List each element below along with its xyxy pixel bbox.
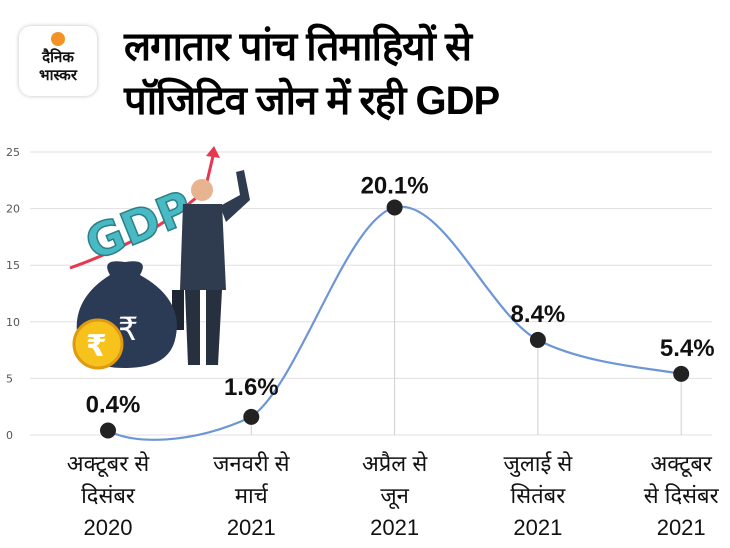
x-tick-label-line: अप्रैल से <box>361 451 428 476</box>
x-tick-label-line: 2021 <box>226 515 276 540</box>
x-tick-label: अक्टूबर से दिसंबर 2020 <box>38 448 178 544</box>
x-tick-label-line: मार्च <box>234 483 268 508</box>
x-tick-label-line: सितंबर <box>510 483 566 508</box>
x-tick-label-line: अक्टूबर से <box>66 451 150 476</box>
man-arm-icon <box>220 170 250 222</box>
title-line2: पॉजिटिव जोन में रही GDP <box>124 79 500 123</box>
x-tick-label-line: 2021 <box>513 515 563 540</box>
data-point <box>243 408 260 425</box>
y-tick-label: 0 <box>6 429 13 442</box>
coin-rupee-symbol: ₹ <box>86 329 107 364</box>
rupee-symbol: ₹ <box>118 310 138 348</box>
chart-title: लगातार पांच तिमाहियों से पॉजिटिव जोन में… <box>124 20 500 128</box>
y-tick-label: 20 <box>6 203 20 216</box>
data-point <box>529 331 546 348</box>
x-tick-label: अप्रैल से जून 2021 <box>325 448 465 544</box>
x-tick-label: जुलाई से सितंबर 2021 <box>468 448 608 544</box>
data-label: 5.4% <box>660 335 715 362</box>
data-label: 8.4% <box>511 301 566 328</box>
logo-sun-icon <box>51 32 65 46</box>
data-point <box>673 365 690 382</box>
x-tick-label-line: से दिसंबर <box>643 483 719 508</box>
man-body-icon <box>180 204 226 290</box>
y-tick-label: 10 <box>6 316 20 329</box>
x-tick-label: जनवरी से मार्च 2021 <box>181 448 321 544</box>
rupee-coin-icon <box>72 318 124 370</box>
title-line1: लगातार पांच तिमाहियों से <box>124 25 472 69</box>
y-tick-label: 25 <box>6 146 20 159</box>
y-tick-label: 5 <box>6 372 13 385</box>
x-tick-label-line: 2021 <box>370 515 420 540</box>
x-tick-label-line: जून <box>380 483 409 508</box>
man-head-icon <box>191 179 213 201</box>
data-label: 1.6% <box>224 374 279 401</box>
logo-line2: भास्कर <box>39 66 77 84</box>
data-point <box>100 422 116 439</box>
x-tick-label-line: अक्टूबर <box>650 451 712 476</box>
gdp-illustration: GDP₹₹ <box>69 146 250 370</box>
data-label: 0.4% <box>86 391 141 418</box>
x-tick-label-line: 2020 <box>83 515 133 540</box>
man-legs-icon <box>185 290 222 365</box>
x-tick-label-line: जुलाई से <box>503 451 573 476</box>
data-label: 20.1% <box>361 172 429 199</box>
logo-line1: दैनिक <box>42 48 74 66</box>
data-point <box>386 199 403 216</box>
arrow-head-icon <box>206 146 220 158</box>
y-tick-label: 15 <box>6 259 20 272</box>
x-tick-label-line: जनवरी से <box>213 451 290 476</box>
x-tick-label-line: दिसंबर <box>81 483 135 508</box>
x-tick-label-line: 2021 <box>656 515 706 540</box>
dainik-bhaskar-logo: दैनिक भास्कर <box>19 26 97 96</box>
x-tick-label: अक्टूबर से दिसंबर 2021 <box>611 448 730 544</box>
